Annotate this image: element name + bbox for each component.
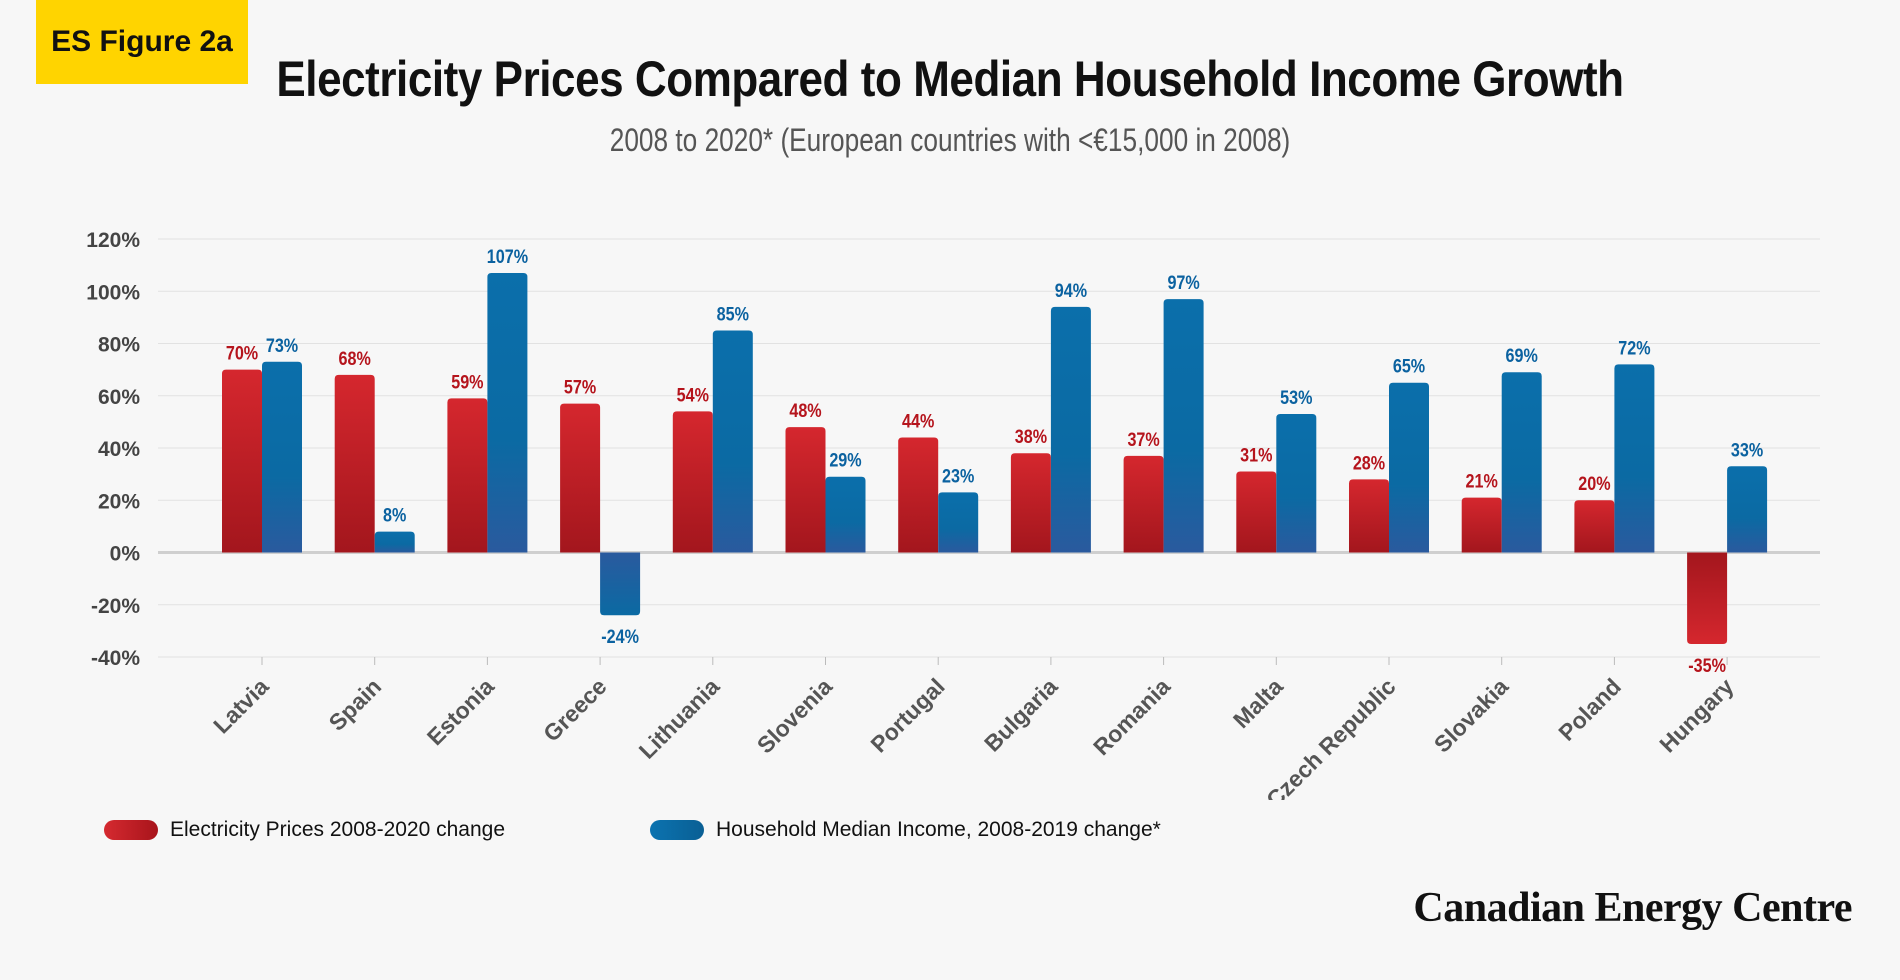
x-category-label: Lithuania	[634, 673, 725, 764]
bar-income	[600, 552, 641, 616]
y-tick-label: 100%	[86, 281, 140, 304]
bar-electricity	[1574, 500, 1615, 553]
bar-electricity	[560, 403, 601, 553]
data-label-income: 29%	[829, 449, 862, 471]
y-tick-label: -20%	[91, 595, 140, 618]
data-label-electricity: 44%	[902, 410, 935, 432]
data-label-income: 73%	[266, 335, 299, 357]
x-category-label: Greece	[538, 673, 612, 747]
data-label-electricity: 20%	[1578, 473, 1611, 495]
bar-electricity	[222, 369, 262, 553]
data-label-electricity: 54%	[677, 384, 710, 406]
bar-electricity	[1461, 497, 1502, 553]
bar-income	[1276, 414, 1317, 553]
bar-income	[1614, 364, 1655, 553]
bar-electricity	[1236, 471, 1277, 553]
data-label-electricity: 68%	[339, 348, 372, 370]
bar-income	[1163, 299, 1204, 553]
x-category-label: Bulgaria	[979, 673, 1063, 757]
data-label-electricity: 31%	[1240, 444, 1273, 466]
x-category-label: Romania	[1088, 673, 1175, 760]
bar-income	[1501, 372, 1542, 553]
bar-electricity	[672, 411, 713, 553]
bar-chart: 120% 100% 80% 60% 40% 20% 0% -20% -40% 70% 73% Latv…	[86, 229, 1820, 800]
data-label-income: 8%	[383, 504, 407, 526]
y-tick-label: 60%	[98, 386, 140, 409]
bar-electricity	[1123, 455, 1164, 553]
bar-income	[1389, 382, 1429, 553]
y-tick-label: 20%	[98, 490, 140, 513]
data-label-electricity: 48%	[789, 400, 822, 422]
data-label-income: 53%	[1280, 387, 1313, 409]
x-category-label: Poland	[1553, 673, 1626, 746]
bar-income	[1050, 306, 1091, 553]
data-label-electricity: -35%	[1688, 655, 1726, 677]
y-tick-label: 0%	[110, 543, 141, 566]
x-category-label: Portugal	[865, 673, 949, 757]
bar-income	[712, 330, 753, 553]
data-label-income: 72%	[1618, 337, 1651, 359]
data-label-electricity: 38%	[1015, 426, 1048, 448]
y-tick-label: -40%	[91, 647, 140, 670]
data-label-electricity: 59%	[451, 371, 484, 393]
data-label-income: 65%	[1393, 355, 1426, 377]
bar-electricity	[785, 427, 826, 553]
data-label-income: 23%	[942, 465, 975, 487]
figure-badge: ES Figure 2a	[36, 0, 248, 84]
bar-electricity	[447, 398, 488, 553]
x-category-label: Latvia	[208, 673, 274, 739]
y-tick-label: 80%	[98, 334, 140, 357]
x-category-label: Spain	[324, 673, 387, 736]
bar-income	[487, 272, 528, 553]
x-category-label: Hungary	[1654, 673, 1738, 757]
legend-swatch-electricity	[104, 820, 158, 840]
bar-electricity	[1349, 479, 1389, 553]
x-category-label: Slovenia	[752, 673, 837, 758]
bar-electricity	[334, 374, 375, 553]
y-tick-label: 120%	[86, 229, 140, 252]
data-label-electricity: 28%	[1353, 452, 1386, 474]
legend-label-electricity: Electricity Prices 2008-2020 change	[170, 818, 506, 841]
data-label-electricity: 21%	[1466, 470, 1499, 492]
x-category-label: Estonia	[422, 673, 499, 750]
x-category-label: Slovakia	[1429, 673, 1514, 758]
legend-swatch-income	[650, 820, 704, 840]
data-label-income: 33%	[1731, 439, 1764, 461]
data-label-electricity: 70%	[226, 342, 259, 364]
brand-logo: Canadian Energy Centre	[1413, 885, 1852, 931]
data-label-income: 94%	[1055, 280, 1088, 302]
bar-income	[374, 531, 415, 553]
data-label-income: 97%	[1167, 272, 1200, 294]
data-label-income: 69%	[1506, 345, 1539, 367]
data-label-income: 85%	[717, 303, 750, 325]
data-label-electricity: 57%	[564, 376, 597, 398]
bar-income	[938, 492, 979, 553]
chart-subtitle: 2008 to 2020* (European countries with <…	[609, 122, 1291, 158]
data-label-income: -24%	[601, 626, 639, 648]
x-category-label: Malta	[1228, 673, 1288, 733]
y-tick-label: 40%	[98, 438, 140, 461]
bar-income	[825, 476, 866, 553]
legend-electricity: Electricity Prices 2008-2020 change	[104, 818, 505, 842]
bar-income	[1727, 466, 1768, 553]
bar-electricity	[898, 437, 939, 553]
legend-label-income: Household Median Income, 2008-2019 chang…	[716, 818, 1161, 841]
data-label-income: 107%	[487, 246, 529, 268]
chart-title: Electricity Prices Compared to Median Ho…	[276, 51, 1624, 107]
data-label-electricity: 37%	[1127, 429, 1160, 451]
bar-electricity	[1687, 552, 1728, 644]
bar-electricity	[1010, 453, 1051, 553]
legend-income: Household Median Income, 2008-2019 chang…	[650, 818, 1161, 842]
bar-income	[262, 361, 302, 553]
